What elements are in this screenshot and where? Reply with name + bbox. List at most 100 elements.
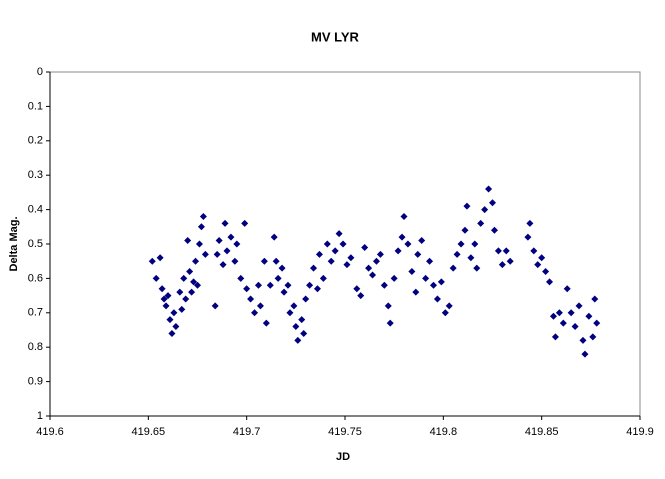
data-point bbox=[394, 247, 402, 255]
data-point bbox=[524, 233, 532, 241]
data-point bbox=[241, 219, 249, 227]
data-point bbox=[593, 319, 601, 327]
data-point bbox=[231, 257, 239, 265]
data-point bbox=[266, 281, 274, 289]
data-point bbox=[453, 250, 461, 258]
data-point bbox=[310, 264, 318, 272]
data-point bbox=[506, 257, 514, 265]
data-point bbox=[426, 257, 434, 265]
data-point bbox=[306, 281, 314, 289]
y-tick-label: 0.4 bbox=[28, 204, 43, 216]
data-point bbox=[567, 309, 575, 317]
data-point bbox=[182, 295, 190, 303]
y-tick-label: 0.1 bbox=[28, 100, 43, 112]
y-tick-label: 0 bbox=[37, 66, 43, 78]
data-point bbox=[327, 257, 335, 265]
data-point bbox=[490, 226, 498, 234]
data-point bbox=[449, 264, 457, 272]
data-point bbox=[534, 261, 542, 269]
data-point bbox=[199, 212, 207, 220]
data-point bbox=[581, 350, 589, 358]
data-point bbox=[400, 212, 408, 220]
data-point bbox=[404, 240, 412, 248]
data-point bbox=[485, 185, 493, 193]
data-point bbox=[223, 247, 231, 255]
data-point bbox=[172, 323, 180, 331]
data-point bbox=[335, 230, 343, 238]
data-point bbox=[339, 240, 347, 248]
data-point bbox=[176, 288, 184, 296]
data-point bbox=[575, 302, 583, 310]
data-point bbox=[270, 233, 278, 241]
data-point bbox=[408, 268, 416, 276]
data-point bbox=[353, 285, 361, 293]
data-point bbox=[170, 309, 178, 317]
y-tick-label: 0.3 bbox=[28, 169, 43, 181]
x-tick-label: 419.65 bbox=[132, 426, 166, 438]
data-point bbox=[343, 261, 351, 269]
data-point bbox=[347, 254, 355, 262]
y-axis-title: Delta Mag. bbox=[8, 216, 20, 271]
data-point bbox=[563, 285, 571, 293]
data-point bbox=[412, 288, 420, 296]
data-point bbox=[591, 295, 599, 303]
y-tick-label: 0.7 bbox=[28, 307, 43, 319]
chart-title: MV LYR bbox=[311, 29, 360, 44]
data-point bbox=[551, 333, 559, 341]
data-point bbox=[260, 257, 268, 265]
data-point bbox=[372, 257, 380, 265]
data-point bbox=[477, 219, 485, 227]
data-point bbox=[579, 336, 587, 344]
data-point bbox=[461, 226, 469, 234]
data-point bbox=[194, 281, 201, 289]
data-point bbox=[441, 309, 449, 317]
data-point bbox=[422, 274, 430, 282]
data-point bbox=[152, 274, 160, 282]
y-tick-label: 0.8 bbox=[28, 341, 43, 353]
data-point bbox=[256, 302, 264, 310]
data-point bbox=[585, 312, 593, 320]
data-point bbox=[213, 250, 221, 258]
data-point bbox=[197, 223, 205, 231]
data-point bbox=[178, 305, 186, 313]
data-point bbox=[571, 323, 579, 331]
data-point bbox=[148, 257, 156, 265]
data-point bbox=[160, 295, 168, 303]
y-tick-label: 0.2 bbox=[28, 135, 43, 147]
data-point bbox=[376, 250, 384, 258]
data-point bbox=[298, 316, 306, 324]
data-point bbox=[418, 237, 426, 245]
data-point bbox=[280, 288, 288, 296]
x-tick-label: 419.75 bbox=[328, 426, 362, 438]
data-point bbox=[471, 240, 479, 248]
data-point bbox=[192, 257, 200, 265]
data-point bbox=[294, 336, 302, 344]
x-tick-label: 419.85 bbox=[525, 426, 559, 438]
data-point bbox=[262, 319, 270, 327]
data-point bbox=[292, 323, 300, 331]
data-point bbox=[274, 274, 282, 282]
data-point bbox=[542, 268, 550, 276]
data-point bbox=[357, 292, 365, 300]
data-point bbox=[319, 274, 327, 282]
data-point bbox=[361, 243, 369, 251]
data-point bbox=[211, 302, 219, 310]
data-point bbox=[384, 302, 392, 310]
data-point bbox=[445, 302, 453, 310]
data-point bbox=[589, 333, 597, 341]
data-point bbox=[158, 285, 166, 293]
data-point bbox=[559, 319, 567, 327]
data-point bbox=[219, 261, 227, 269]
data-point bbox=[463, 202, 471, 210]
data-point bbox=[390, 274, 398, 282]
data-point bbox=[162, 302, 170, 310]
data-point bbox=[186, 268, 194, 276]
data-point bbox=[251, 309, 259, 317]
data-point bbox=[498, 261, 506, 269]
data-point bbox=[380, 281, 388, 289]
data-point bbox=[489, 199, 496, 207]
data-point bbox=[272, 257, 280, 265]
data-point bbox=[156, 254, 164, 262]
data-point bbox=[227, 233, 235, 241]
